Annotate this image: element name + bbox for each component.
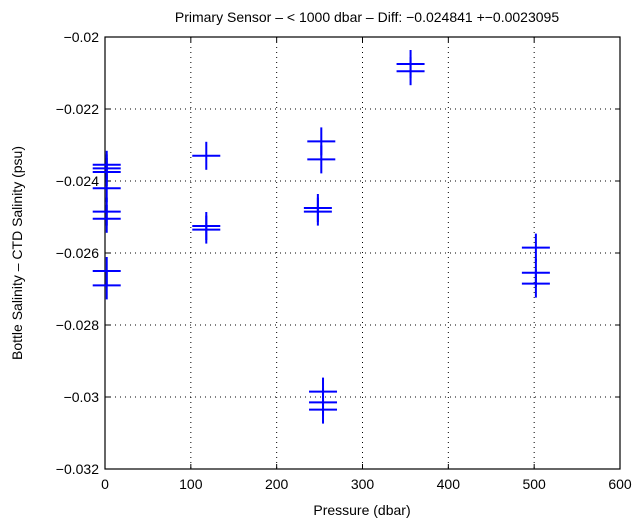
y-tick-label: −0.032: [56, 461, 99, 477]
x-axis-title: Pressure (dbar): [313, 502, 410, 518]
x-tick-label: 200: [265, 476, 289, 492]
x-tick-label: 0: [101, 476, 109, 492]
data-point: [307, 145, 336, 174]
data-point: [92, 271, 121, 300]
data-point: [521, 269, 550, 298]
x-tick-label: 500: [522, 476, 546, 492]
y-tick-label: −0.026: [56, 245, 99, 261]
data-point: [303, 197, 332, 226]
x-tick-label: 300: [351, 476, 375, 492]
grid: [105, 37, 620, 469]
data-markers: [92, 50, 550, 424]
data-point: [92, 174, 121, 203]
y-tick-label: −0.022: [56, 101, 99, 117]
y-tick-label: −0.024: [56, 173, 99, 189]
tick-labels: 0 100 200 300 400 500 600 −0.032 −0.03 −0.028 −0.0…: [56, 29, 632, 492]
data-point: [92, 204, 121, 233]
chart-title: Primary Sensor – < 1000 dbar – Diff: −0.…: [175, 9, 559, 25]
data-point: [309, 395, 338, 424]
x-tick-label: 600: [608, 476, 632, 492]
data-point: [192, 141, 221, 170]
x-tick-label: 100: [179, 476, 203, 492]
x-tick-label: 400: [437, 476, 461, 492]
data-point: [521, 233, 550, 262]
y-axis-title: Bottle Salinity – CTD Salinity (psu): [9, 146, 25, 360]
y-tick-label: −0.028: [56, 317, 99, 333]
data-point: [192, 215, 221, 244]
y-tick-label: −0.02: [64, 29, 100, 45]
data-point: [396, 57, 425, 86]
y-tick-label: −0.03: [64, 389, 100, 405]
